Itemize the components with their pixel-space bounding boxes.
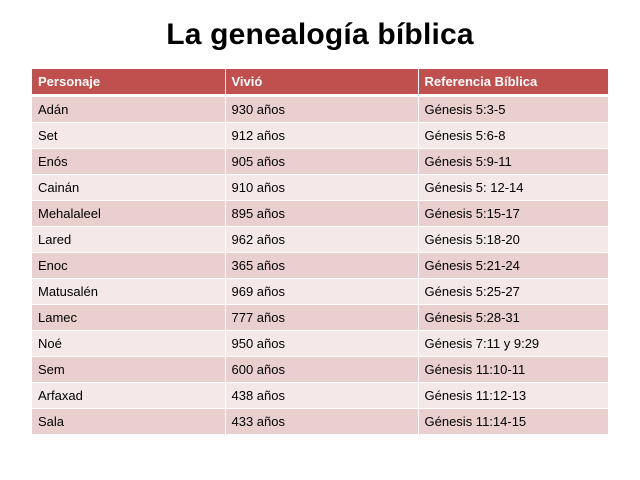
cell-personaje: Adán (32, 95, 226, 123)
cell-referencia: Génesis 11:14-15 (418, 408, 608, 435)
cell-personaje: Matusalén (32, 278, 226, 305)
slide-title: La genealogía bíblica (166, 18, 474, 51)
cell-referencia: Génesis 5:3-5 (418, 95, 608, 123)
cell-personaje: Arfaxad (32, 382, 226, 409)
cell-referencia: Génesis 5:15-17 (418, 200, 608, 227)
cell-referencia: Génesis 5:18-20 (418, 226, 608, 253)
table-row: Sem 600 años Génesis 11:10-11 (32, 356, 608, 383)
cell-vivio: 962 años (225, 226, 419, 253)
cell-referencia: Génesis 11:10-11 (418, 356, 608, 383)
table-row: Arfaxad 438 años Génesis 11:12-13 (32, 382, 608, 409)
cell-personaje: Enós (32, 148, 226, 175)
cell-vivio: 895 años (225, 200, 419, 227)
cell-referencia: Génesis 5: 12-14 (418, 174, 608, 201)
genealogy-table: Personaje Vivió Referencia Bíblica Adán … (32, 69, 608, 435)
cell-vivio: 969 años (225, 278, 419, 305)
table-header-row: Personaje Vivió Referencia Bíblica (32, 69, 608, 97)
cell-personaje: Lared (32, 226, 226, 253)
cell-vivio: 600 años (225, 356, 419, 383)
header-referencia: Referencia Bíblica (418, 69, 608, 97)
cell-vivio: 365 años (225, 252, 419, 279)
cell-personaje: Enoc (32, 252, 226, 279)
cell-vivio: 950 años (225, 330, 419, 357)
cell-referencia: Génesis 7:11 y 9:29 (418, 330, 608, 357)
cell-referencia: Génesis 5:28-31 (418, 304, 608, 331)
cell-referencia: Génesis 5:21-24 (418, 252, 608, 279)
cell-referencia: Génesis 5:9-11 (418, 148, 608, 175)
table-row: Adán 930 años Génesis 5:3-5 (32, 95, 608, 123)
cell-personaje: Noé (32, 330, 226, 357)
header-vivio: Vivió (225, 69, 419, 97)
table-row: Noé 950 años Génesis 7:11 y 9:29 (32, 330, 608, 357)
table-row: Enós 905 años Génesis 5:9-11 (32, 148, 608, 175)
cell-referencia: Génesis 5:6-8 (418, 122, 608, 149)
table-row: Cainán 910 años Génesis 5: 12-14 (32, 174, 608, 201)
cell-personaje: Sem (32, 356, 226, 383)
table-row: Enoc 365 años Génesis 5:21-24 (32, 252, 608, 279)
cell-vivio: 438 años (225, 382, 419, 409)
cell-vivio: 433 años (225, 408, 419, 435)
table-row: Mehalaleel 895 años Génesis 5:15-17 (32, 200, 608, 227)
cell-personaje: Sala (32, 408, 226, 435)
cell-vivio: 910 años (225, 174, 419, 201)
cell-personaje: Cainán (32, 174, 226, 201)
cell-personaje: Lamec (32, 304, 226, 331)
table-row: Lamec 777 años Génesis 5:28-31 (32, 304, 608, 331)
cell-referencia: Génesis 11:12-13 (418, 382, 608, 409)
cell-personaje: Set (32, 122, 226, 149)
table-row: Lared 962 años Génesis 5:18-20 (32, 226, 608, 253)
cell-vivio: 905 años (225, 148, 419, 175)
header-personaje: Personaje (32, 69, 226, 97)
table-row: Set 912 años Génesis 5:6-8 (32, 122, 608, 149)
table-row: Matusalén 969 años Génesis 5:25-27 (32, 278, 608, 305)
cell-referencia: Génesis 5:25-27 (418, 278, 608, 305)
table-row: Sala 433 años Génesis 11:14-15 (32, 408, 608, 435)
cell-vivio: 912 años (225, 122, 419, 149)
cell-vivio: 930 años (225, 95, 419, 123)
cell-vivio: 777 años (225, 304, 419, 331)
cell-personaje: Mehalaleel (32, 200, 226, 227)
